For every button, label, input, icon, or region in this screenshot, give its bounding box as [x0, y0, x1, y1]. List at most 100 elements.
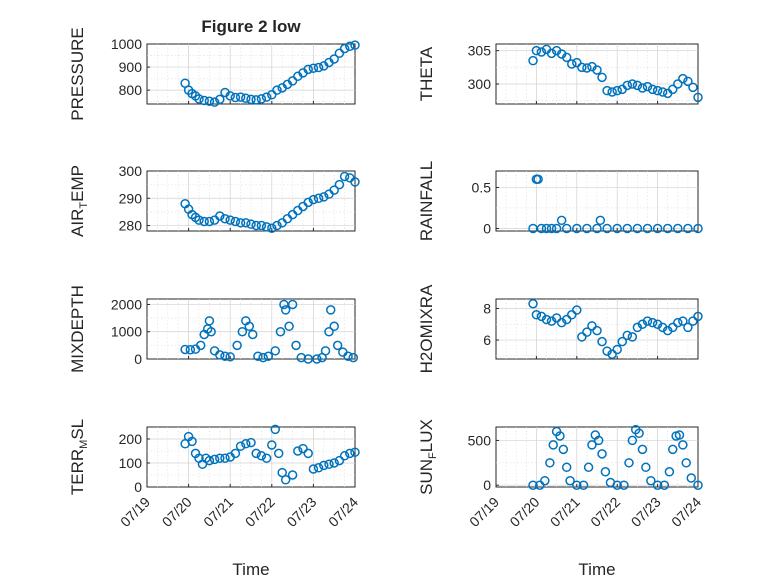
data-point [597, 72, 607, 83]
data-point [241, 218, 251, 228]
data-point [622, 80, 633, 91]
data-point [642, 316, 653, 326]
data-point [220, 213, 230, 224]
data-point [298, 443, 308, 454]
data-point [627, 435, 638, 446]
y-axis-label: THETA [417, 46, 436, 101]
data-point [270, 424, 281, 435]
data-point [555, 431, 565, 441]
data-point [230, 92, 241, 103]
data-point [244, 321, 255, 332]
data-point [641, 462, 651, 473]
data-point [582, 223, 592, 234]
data-point [339, 451, 350, 461]
data-point [686, 473, 697, 483]
data-point [642, 223, 653, 234]
data-point [350, 40, 360, 50]
data-point [256, 220, 267, 231]
y-tick-label: 0 [483, 477, 491, 493]
data-point [280, 305, 291, 315]
data-point [673, 317, 683, 328]
data-point [334, 48, 345, 58]
data-point [348, 352, 359, 363]
data-point [235, 441, 246, 451]
y-tick-label: 305 [468, 43, 492, 59]
data-point [339, 171, 350, 182]
data-point [325, 305, 336, 315]
data-point [235, 92, 246, 102]
y-tick-label: 300 [468, 76, 492, 92]
data-point [220, 453, 230, 463]
data-point [308, 464, 319, 474]
data-point [258, 352, 268, 363]
data-point [540, 475, 550, 486]
data-point [693, 92, 703, 103]
data-point [551, 313, 562, 323]
y-axis-label: PRESSURE [68, 27, 87, 121]
data-point [320, 346, 331, 356]
data-point [303, 448, 313, 459]
x-axis-label: Time [578, 560, 615, 579]
data-point [541, 223, 552, 234]
data-point [291, 340, 301, 351]
y-tick-label: 2000 [111, 296, 142, 312]
data-point [619, 480, 629, 490]
data-point [313, 193, 324, 204]
data-point [597, 449, 607, 459]
y-tick-label: 0.5 [472, 179, 492, 195]
data-point [545, 458, 555, 468]
data-point [683, 322, 693, 333]
data-point [215, 211, 225, 221]
data-point [329, 321, 339, 332]
data-point [251, 95, 261, 105]
data-point [215, 350, 225, 360]
data-point [583, 462, 594, 473]
y-axis-label: TERRMSL [68, 419, 90, 495]
data-point [343, 351, 353, 362]
data-point [688, 316, 698, 326]
data-point [350, 447, 360, 457]
data-point [567, 310, 577, 320]
data-point [220, 351, 230, 362]
data-point [272, 220, 282, 231]
data-point [612, 223, 622, 234]
data-point [225, 215, 235, 225]
data-point [673, 79, 683, 89]
data-point [195, 340, 206, 351]
data-point [683, 76, 693, 87]
data-point [602, 85, 612, 96]
data-point [280, 475, 291, 485]
data-point [273, 448, 284, 459]
data-point [528, 55, 538, 66]
plot-area [146, 426, 356, 488]
data-point [561, 462, 572, 473]
data-point [592, 65, 602, 75]
data-point [293, 446, 303, 456]
data-point [683, 223, 693, 234]
data-point [237, 326, 248, 337]
subplot-mixdepth: 0 1000 2000 MIXDEPTH [68, 285, 359, 373]
data-point [572, 480, 582, 490]
data-point [622, 223, 633, 234]
data-point [319, 460, 329, 471]
data-point [652, 223, 663, 234]
data-point [287, 76, 298, 86]
data-point [561, 52, 572, 63]
data-point [246, 219, 256, 229]
y-axis-label: AIRTEMP [68, 165, 90, 237]
data-point [595, 215, 606, 226]
data-point [612, 85, 622, 96]
data-point [659, 480, 670, 490]
data-point [209, 454, 220, 465]
data-point [678, 440, 688, 450]
data-point [199, 216, 209, 227]
data-point [284, 321, 294, 332]
data-point [247, 329, 258, 340]
y-tick-label: 800 [119, 82, 143, 98]
data-point [528, 480, 538, 490]
data-point [652, 480, 663, 490]
data-point [308, 63, 319, 73]
data-point [624, 458, 634, 468]
data-point [567, 59, 577, 69]
